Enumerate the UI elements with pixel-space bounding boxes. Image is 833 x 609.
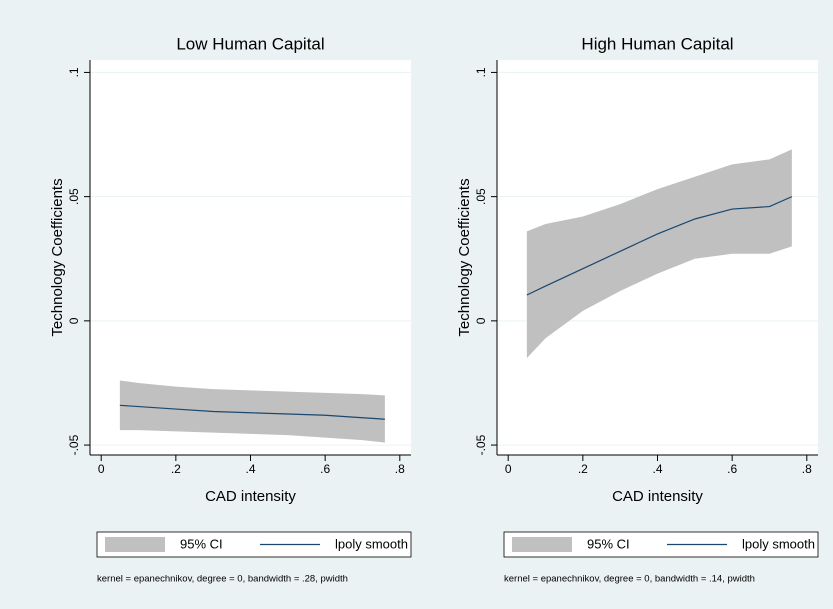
y-tick-label: -.05 [474,434,488,455]
y-axis-label: Technology Coefficients [456,178,473,336]
x-tick-label: .2 [578,462,588,476]
x-tick-label: 0 [98,462,105,476]
y-tick-label: .1 [474,67,488,77]
legend-label: lpoly smooth [742,536,815,551]
x-axis-label: CAD intensity [612,488,703,505]
smooth-line [526,196,793,296]
legend-label: lpoly smooth [335,536,408,551]
x-tick-label: .4 [245,462,255,476]
x-tick-label: .6 [727,462,737,476]
chart-title: High Human Capital [581,34,733,53]
y-tick-label: -.05 [67,434,81,455]
legend-swatch [105,537,165,552]
y-tick-label: .1 [67,67,81,77]
x-tick-label: .6 [320,462,330,476]
y-tick-label: 0 [67,317,81,324]
y-tick-label: .05 [67,188,81,205]
ci-band [119,380,385,443]
smooth-line [119,404,385,420]
legend-label: 95% CI [180,536,223,551]
x-tick-label: .2 [171,462,181,476]
ci-band [526,149,792,359]
legend-label: 95% CI [587,536,630,551]
x-tick-label: .4 [652,462,662,476]
chart-title: Low Human Capital [176,34,324,53]
x-tick-label: .8 [802,462,812,476]
y-tick-label: 0 [474,317,488,324]
legend-swatch [512,537,572,552]
x-axis-label: CAD intensity [205,488,296,505]
note: kernel = epanechnikov, degree = 0, bandw… [97,574,348,585]
x-tick-label: .8 [395,462,405,476]
note: kernel = epanechnikov, degree = 0, bandw… [504,574,755,585]
y-tick-label: .05 [474,188,488,205]
x-tick-label: 0 [505,462,512,476]
y-axis-label: Technology Coefficients [49,178,66,336]
